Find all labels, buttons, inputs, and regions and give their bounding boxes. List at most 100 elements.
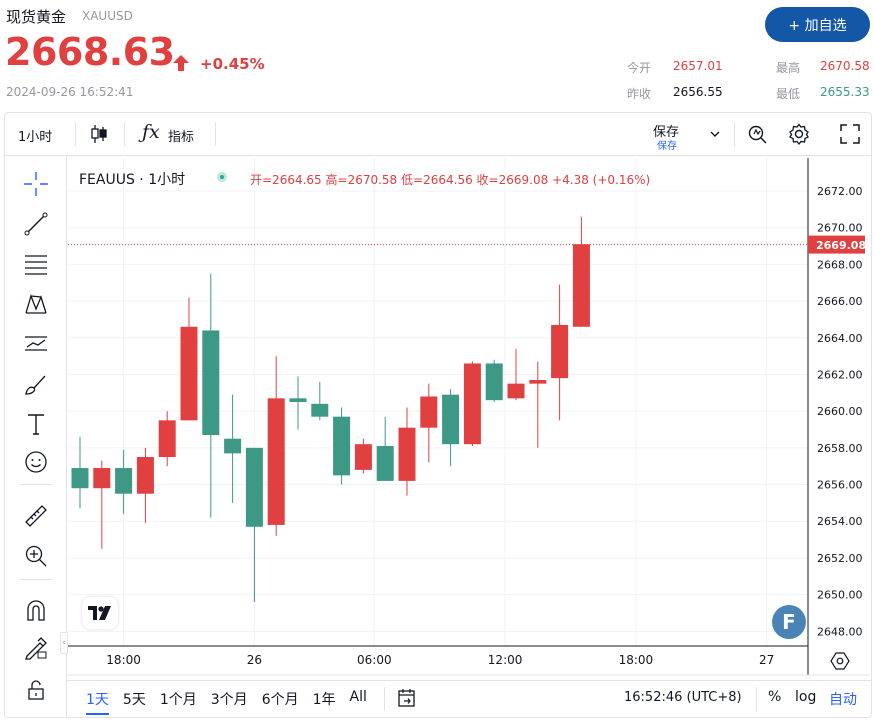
candle-body — [420, 396, 438, 428]
legend-low: 低=2664.56 — [401, 173, 473, 187]
bottom-divider — [384, 687, 385, 711]
brush-icon[interactable] — [21, 369, 51, 399]
candle-body — [572, 244, 590, 327]
auto-scale-toggle[interactable]: 自动 — [829, 692, 857, 708]
candle-body — [376, 446, 394, 481]
pattern-icon[interactable] — [21, 289, 51, 319]
x-tick-label: 27 — [759, 653, 774, 667]
range-button[interactable]: 5天 — [122, 692, 146, 708]
axis-settings-icon[interactable] — [830, 651, 850, 671]
candle-body — [398, 427, 416, 481]
candle-body — [442, 394, 460, 445]
save-button[interactable]: 保存 — [653, 125, 680, 140]
lock-icon[interactable] — [21, 675, 51, 705]
range-bar: 1天 5天 1个月 3个月 6个月 1年 All 16:52:46 (UTC+8) % lo… — [66, 680, 871, 717]
range-button[interactable]: All — [349, 689, 367, 705]
price-change: +0.45% — [200, 55, 265, 73]
text-tool-icon[interactable] — [21, 409, 51, 439]
tools-divider — [19, 484, 53, 485]
chevron-down-icon[interactable] — [709, 128, 721, 140]
legend-ohlc: 开=2664.65 高=2670.58 低=2664.56 收=2669.08 … — [250, 171, 650, 188]
indicator-fx-icon[interactable]: ƒx — [142, 121, 160, 143]
f-badge-icon[interactable]: F — [772, 605, 806, 639]
trend-line-icon[interactable] — [21, 209, 51, 239]
x-tick-label: 12:00 — [488, 653, 523, 667]
chart-grid — [68, 158, 808, 646]
legend-high: 高=2670.58 — [325, 173, 398, 187]
fullscreen-icon[interactable] — [839, 123, 861, 145]
legend-open: 开=2664.65 — [250, 173, 322, 187]
y-tick-label: 2670.00 — [817, 222, 863, 235]
y-tick-label: 2654.00 — [817, 515, 863, 528]
y-tick-label: 2660.00 — [817, 405, 863, 418]
magnet-icon[interactable] — [21, 595, 51, 625]
y-tick-label: 2662.00 — [817, 368, 863, 381]
candle-body — [71, 468, 89, 489]
y-tick-label: 2666.00 — [817, 295, 863, 308]
legend-symbol: FEAUUS · 1小时 — [79, 172, 186, 188]
fib-lines-icon[interactable] — [21, 249, 51, 279]
candle-body — [115, 468, 133, 494]
crosshair-icon[interactable] — [21, 169, 51, 199]
toolbar-divider — [734, 122, 735, 146]
x-tick-label: 26 — [247, 653, 262, 667]
candle-body — [202, 330, 220, 436]
quick-search-icon[interactable] — [746, 122, 770, 146]
clock-display[interactable]: 16:52:46 (UTC+8) — [624, 690, 742, 705]
emoji-icon[interactable] — [21, 447, 51, 477]
candle-body — [180, 326, 198, 421]
prev-close-label: 昨收 — [627, 87, 652, 101]
range-button[interactable]: 1年 — [312, 692, 336, 708]
ruler-icon[interactable] — [21, 501, 51, 531]
candle-body — [224, 438, 242, 454]
quote-header: 现货黄金 XAUUSD 2668.63 +0.45% 2024-09-26 16… — [0, 0, 874, 112]
lock-drawings-icon[interactable] — [21, 633, 51, 663]
legend-close: 收=2669.08 — [476, 173, 549, 187]
candle-body — [245, 447, 263, 527]
low-value: 2655.33 — [820, 85, 870, 99]
range-button[interactable]: 1个月 — [159, 692, 197, 708]
legend-change: +4.38 (+0.16%) — [552, 173, 651, 187]
x-tick-label: 18:00 — [619, 653, 654, 667]
candle-body — [267, 398, 285, 525]
x-tick-label: 18:00 — [106, 653, 141, 667]
candles — [71, 216, 590, 602]
range-button[interactable]: 3个月 — [210, 692, 248, 708]
collapse-toolbar-handle[interactable]: ‹ — [60, 632, 68, 654]
toolbar-divider — [75, 122, 76, 146]
range-button[interactable]: 1天 — [86, 689, 109, 715]
gear-icon[interactable] — [787, 122, 811, 146]
drawing-toolbar — [5, 157, 67, 717]
arrow-up-icon — [173, 55, 189, 71]
instrument-symbol: XAUUSD — [82, 9, 133, 23]
interval-selector[interactable]: 1小时 — [18, 130, 53, 145]
tradingview-logo[interactable] — [82, 597, 118, 629]
high-label: 最高 — [776, 61, 801, 75]
tools-divider — [19, 579, 53, 580]
goto-date-icon[interactable] — [396, 687, 418, 709]
low-label: 最低 — [776, 87, 801, 101]
candle-body — [136, 457, 154, 494]
bottom-divider — [756, 687, 757, 711]
percent-toggle[interactable]: % — [768, 689, 782, 705]
y-tick-label: 2650.00 — [817, 589, 863, 602]
prev-close-value: 2656.55 — [673, 85, 723, 99]
price-axis: 2672.00 2670.00 2668.00 2666.00 2664.00 2662.… — [807, 158, 866, 675]
y-tick-label: 2656.00 — [817, 479, 863, 492]
add-watchlist-button[interactable]: + 加自选 — [765, 7, 870, 42]
candle-body — [463, 363, 481, 445]
log-toggle[interactable]: log — [795, 689, 817, 705]
chart-frame — [4, 112, 872, 718]
zoom-in-icon[interactable] — [21, 541, 51, 571]
indicators-button[interactable]: 指标 — [168, 130, 195, 145]
time-axis: 18:00 26 06:00 12:00 18:00 27 — [68, 645, 870, 676]
open-label: 今开 — [627, 61, 652, 75]
candles-icon[interactable] — [89, 124, 109, 144]
range-button[interactable]: 6个月 — [261, 692, 299, 708]
last-price-tag-label: 2669.08 — [816, 239, 866, 252]
candle-body — [311, 403, 329, 417]
x-tick-label: 06:00 — [357, 653, 392, 667]
forecast-icon[interactable] — [21, 329, 51, 359]
chart-toolbar: 1小时 ƒx 指标 保存 保存 — [5, 113, 871, 156]
